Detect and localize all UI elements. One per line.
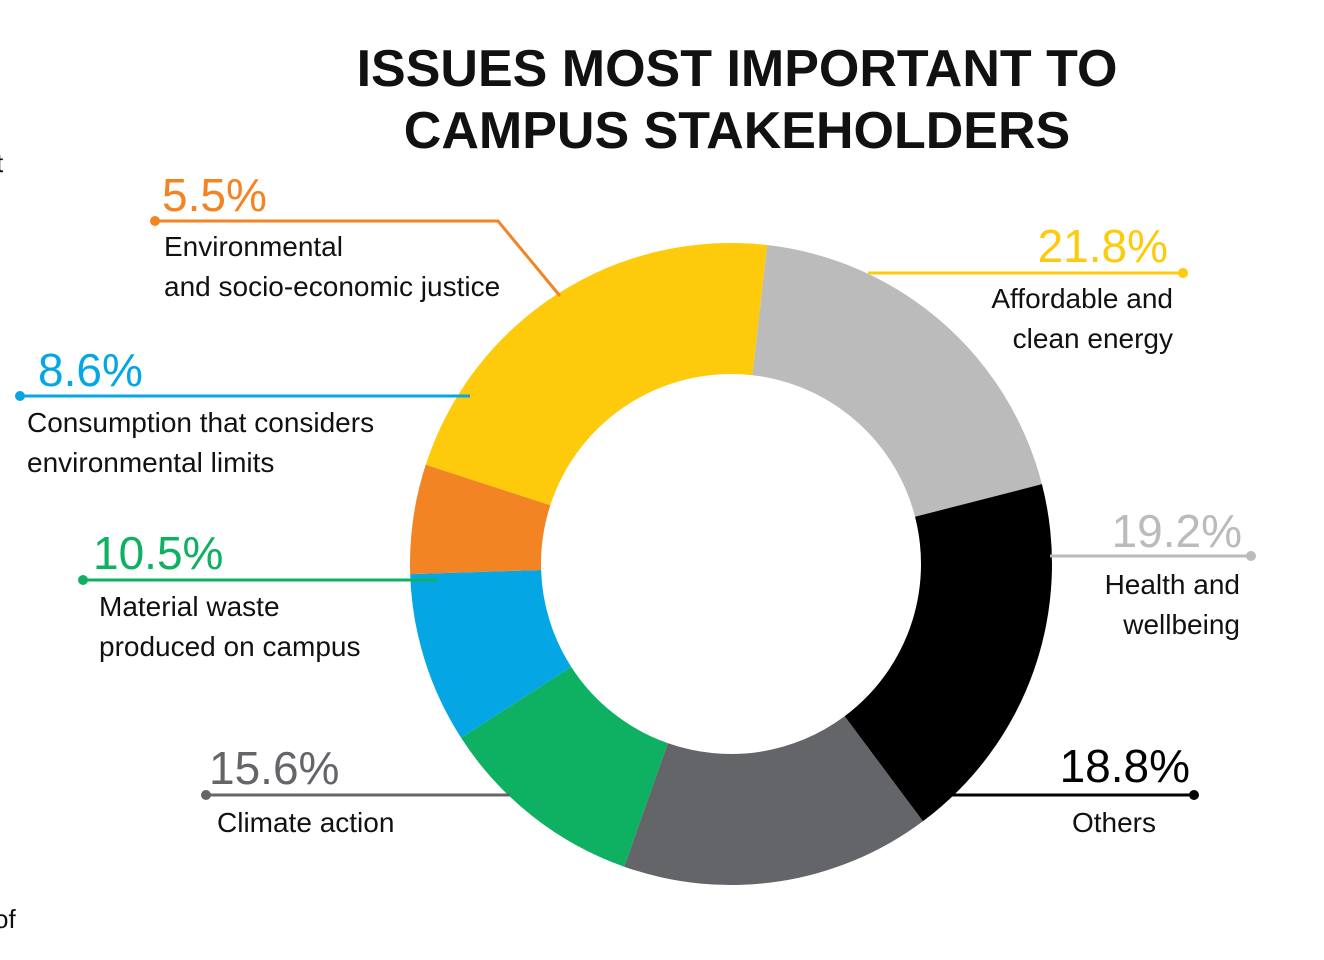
- callout-climate-action: 15.6% Climate action: [201, 742, 510, 838]
- donut-slices: [410, 243, 1052, 885]
- category-label-health-wellbeing-line-1: Health and: [1105, 569, 1240, 600]
- donut-slice-material-waste: [461, 666, 668, 867]
- donut-slice-others: [844, 484, 1052, 822]
- donut-slice-justice: [410, 464, 551, 575]
- category-label-climate-action-line-1: Climate action: [217, 807, 394, 838]
- edge-fragment-bottom: of: [0, 904, 16, 934]
- leader-dot-climate-action: [201, 790, 211, 800]
- category-label-justice-line-1: Environmental: [164, 231, 343, 262]
- donut-slice-health-wellbeing: [752, 245, 1042, 517]
- leader-dot-affordable-energy: [1178, 268, 1188, 278]
- callout-affordable-energy: 21.8% Affordable and clean energy: [868, 220, 1188, 354]
- leader-dot-justice: [150, 216, 160, 226]
- leader-dot-material-waste: [78, 575, 88, 585]
- category-label-affordable-energy-line-2: clean energy: [1013, 323, 1173, 354]
- category-label-health-wellbeing-line-2: wellbeing: [1122, 609, 1240, 640]
- data-label-pct-health-wellbeing: 19.2%: [1112, 505, 1242, 557]
- callout-others: 18.8% Others: [946, 740, 1199, 838]
- leader-line-justice: [155, 219, 562, 297]
- data-label-pct-climate-action: 15.6%: [209, 742, 339, 794]
- slice-callouts: 21.8% Affordable and clean energy 19.2% Heal…: [15, 169, 1256, 838]
- leader-dot-consumption: [15, 391, 25, 401]
- data-label-pct-consumption: 8.6%: [38, 344, 143, 396]
- data-label-pct-others: 18.8%: [1060, 740, 1190, 792]
- data-label-pct-affordable-energy: 21.8%: [1038, 220, 1168, 272]
- donut-slice-climate-action: [624, 716, 923, 885]
- callout-consumption: 8.6% Consumption that considers environmen…: [15, 344, 470, 478]
- callout-material-waste: 10.5% Material waste produced on campus: [78, 527, 437, 662]
- category-label-material-waste-line-1: Material waste: [99, 591, 280, 622]
- donut-slice-consumption: [410, 569, 572, 738]
- category-label-others-line-1: Others: [1072, 807, 1156, 838]
- data-label-pct-material-waste: 10.5%: [93, 527, 223, 579]
- edge-fragment-top: t: [0, 148, 4, 178]
- callout-justice: 5.5% Environmental and socio-economic just…: [150, 169, 562, 302]
- donut-slice-affordable-energy: [425, 243, 768, 506]
- chart-title-line-2: CAMPUS STAKEHOLDERS: [404, 102, 1070, 160]
- leader-dot-health-wellbeing: [1246, 551, 1256, 561]
- leader-dot-others: [1189, 790, 1199, 800]
- category-label-consumption-line-2: environmental limits: [27, 447, 274, 478]
- category-label-consumption-line-1: Consumption that considers: [27, 407, 374, 438]
- chart-title-line-1: ISSUES MOST IMPORTANT TO: [357, 40, 1118, 98]
- category-label-justice-line-2: and socio-economic justice: [164, 271, 500, 302]
- callout-health-wellbeing: 19.2% Health and wellbeing: [1050, 505, 1256, 640]
- data-label-pct-justice: 5.5%: [162, 169, 267, 221]
- category-label-material-waste-line-2: produced on campus: [99, 631, 361, 662]
- category-label-affordable-energy-line-1: Affordable and: [991, 283, 1173, 314]
